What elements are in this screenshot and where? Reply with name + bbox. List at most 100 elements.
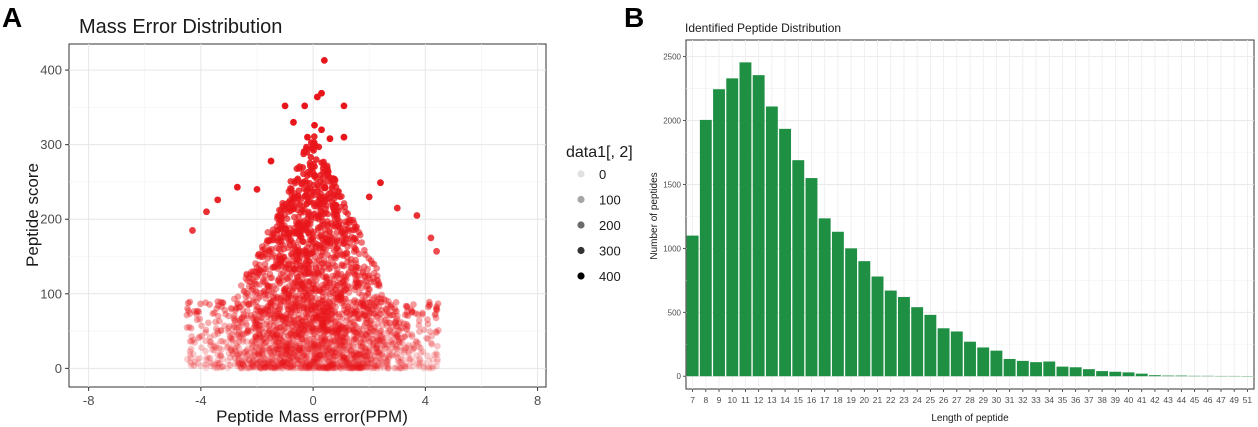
scatter-point	[219, 338, 226, 345]
scatter-point	[348, 359, 356, 367]
scatter-point	[234, 293, 242, 301]
scatter-point	[349, 325, 357, 332]
scatter-point	[249, 314, 257, 322]
scatter-point	[336, 341, 344, 348]
scatter-point	[372, 349, 380, 356]
bar	[686, 235, 699, 377]
scatter-point	[329, 354, 337, 362]
scatter-point	[317, 171, 324, 179]
x-tick-label: 34	[1045, 395, 1055, 405]
scatter-point	[309, 357, 317, 365]
scatter-point	[336, 343, 343, 351]
scatter-point	[266, 341, 273, 349]
scatter-point	[276, 356, 283, 363]
scatter-point	[387, 345, 394, 353]
scatter-point	[343, 355, 351, 362]
scatter-point	[343, 361, 351, 369]
scatter-point	[329, 352, 337, 359]
scatter-point	[322, 335, 329, 343]
scatter-point	[235, 330, 243, 338]
scatter-point	[354, 332, 362, 339]
scatter-point	[216, 345, 223, 352]
bar	[977, 347, 990, 377]
panel-a: A Mass Error Distribution -8 -4 0 4 8 0 100 20…	[2, 2, 633, 426]
scatter-point	[322, 328, 330, 336]
scatter-point	[320, 364, 328, 371]
scatter-point	[283, 311, 290, 319]
scatter-point	[282, 289, 290, 297]
scatter-point	[284, 275, 291, 282]
scatter-point	[344, 306, 352, 313]
scatter-point	[363, 283, 370, 291]
scatter-point	[291, 228, 298, 235]
scatter-point	[279, 361, 287, 369]
scatter-point	[332, 364, 339, 372]
scatter-point	[202, 299, 209, 307]
scatter-point	[315, 303, 323, 311]
bar	[1043, 361, 1056, 377]
scatter-point	[281, 324, 289, 332]
scatter-point	[280, 313, 287, 321]
scatter-point	[346, 299, 354, 306]
scatter-point	[349, 343, 357, 351]
scatter-point	[284, 332, 292, 340]
scatter-point	[362, 330, 370, 338]
x-tick-label: 42	[1150, 395, 1160, 405]
scatter-point	[320, 305, 327, 313]
scatter-point	[427, 339, 435, 347]
scatter-point	[287, 362, 295, 369]
scatter-point	[299, 276, 306, 284]
scatter-point	[279, 241, 287, 248]
scatter-point	[228, 336, 236, 344]
scatter-point	[394, 354, 402, 361]
scatter-point	[270, 282, 278, 290]
y-tick-label: 1000	[663, 244, 681, 253]
scatter-point	[233, 324, 240, 331]
scatter-point	[307, 361, 314, 369]
scatter-point	[367, 359, 375, 367]
scatter-point	[311, 340, 318, 348]
scatter-point	[394, 350, 401, 358]
scatter-point	[360, 349, 367, 356]
scatter-point	[338, 365, 345, 372]
scatter-point	[302, 336, 310, 344]
scatter-point	[308, 358, 316, 365]
scatter-point	[355, 328, 363, 335]
scatter-point	[384, 355, 392, 363]
scatter-point	[331, 208, 338, 216]
scatter-point	[276, 279, 283, 286]
y-tick-label: 200	[40, 212, 62, 227]
scatter-point	[212, 318, 219, 326]
scatter-point	[313, 353, 321, 361]
scatter-point	[264, 283, 272, 290]
scatter-point	[233, 340, 240, 347]
scatter-point	[373, 309, 380, 317]
scatter-point	[202, 361, 210, 369]
scatter-point	[368, 335, 375, 343]
scatter-point	[391, 364, 398, 372]
scatter-point-outlier	[427, 234, 435, 242]
scatter-point	[361, 311, 369, 319]
scatter-point	[322, 324, 330, 332]
scatter-point	[379, 334, 387, 342]
scatter-point	[244, 326, 252, 334]
scatter-point	[340, 361, 347, 369]
scatter-point	[310, 140, 317, 148]
scatter-point	[303, 278, 311, 285]
bar	[924, 314, 937, 377]
scatter-point	[432, 328, 440, 335]
scatter-point	[261, 360, 268, 368]
scatter-point	[332, 349, 340, 357]
scatter-points-a	[183, 57, 442, 372]
scatter-point	[298, 358, 306, 366]
scatter-point	[376, 329, 384, 337]
scatter-point	[355, 250, 363, 258]
scatter-point	[274, 361, 281, 369]
scatter-point	[345, 339, 353, 347]
scatter-point	[322, 294, 330, 301]
scatter-point	[320, 326, 328, 334]
scatter-point	[236, 303, 244, 311]
scatter-point	[294, 175, 302, 183]
scatter-point	[317, 335, 325, 342]
scatter-point	[396, 365, 403, 372]
